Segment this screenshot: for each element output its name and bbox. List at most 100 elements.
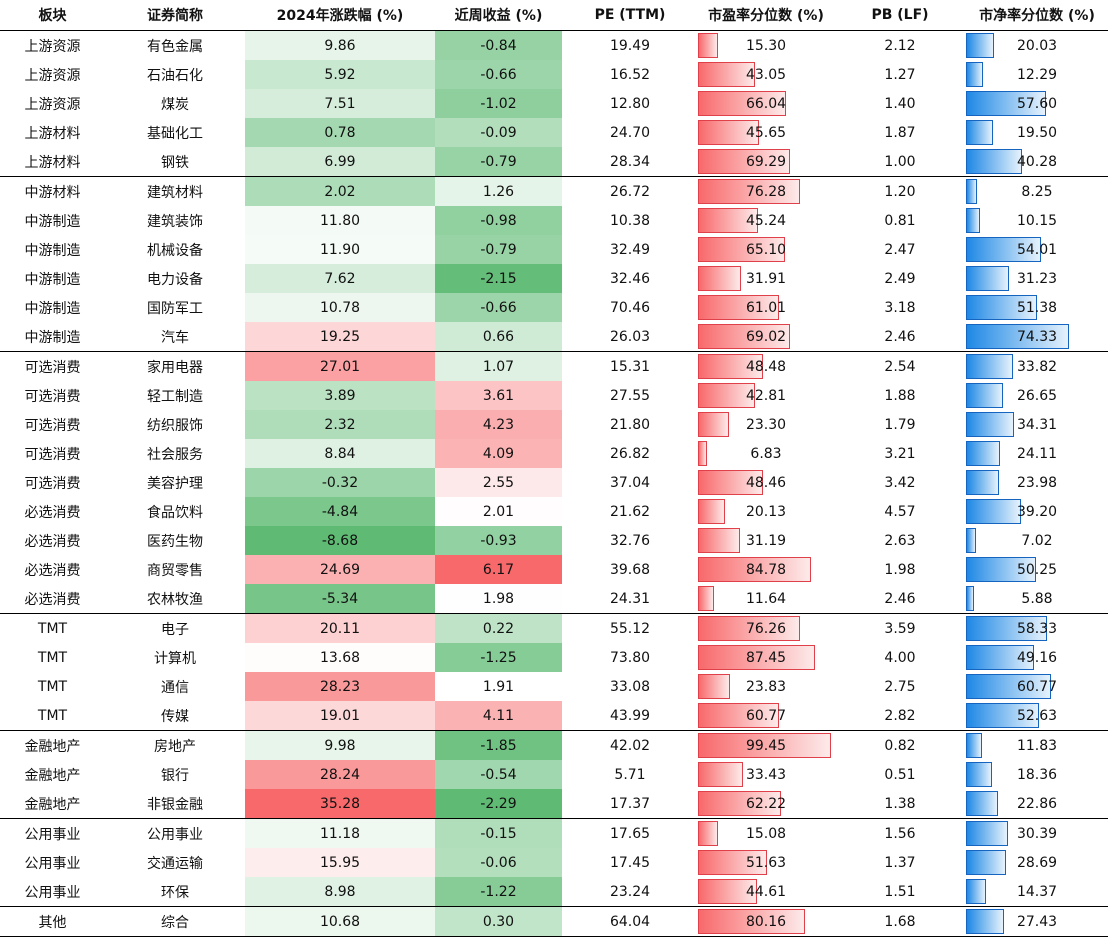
cell-weekly-return: 0.30 (435, 906, 562, 937)
pb-percentile-value: 74.33 (1016, 328, 1058, 345)
cell-pb-percentile: 22.86 (966, 789, 1108, 819)
pb-percentile-bar (966, 733, 983, 758)
cell-ytd-return: -4.84 (245, 497, 435, 526)
cell-sector: 上游资源 (24, 96, 81, 113)
cell-pb: 1.68 (834, 906, 966, 937)
cell-weekly-return: 1.07 (435, 351, 562, 381)
cell-sector: 中游制造 (0, 322, 105, 352)
pe-percentile-value: 33.43 (745, 766, 787, 783)
table-row: 金融地产 非银金融 35.28 -2.29 17.37 62.22 1.38 22.86 (0, 789, 1108, 819)
cell-ytd-return: 11.80 (245, 206, 435, 235)
pe-percentile-bar (698, 586, 714, 611)
cell-pe-percentile: 61.01 (698, 293, 834, 322)
cell-name: 公用事业 (147, 826, 203, 843)
cell-name: 有色金属 (147, 38, 203, 55)
cell-pe-percentile: 76.26 (698, 614, 834, 644)
table-row: 上游材料 钢铁 6.99 -0.79 28.34 69.29 1.00 40.28 (0, 147, 1108, 177)
cell-pe-percentile: 45.24 (698, 206, 834, 235)
cell-weekly-return: -2.15 (435, 264, 562, 293)
cell-name: 轻工制造 (147, 388, 203, 405)
cell-pe: 26.03 (562, 322, 698, 352)
pb-percentile-value: 50.25 (1016, 561, 1058, 578)
cell-name: 通信 (161, 679, 189, 696)
cell-pe-percentile: 51.63 (698, 848, 834, 877)
cell-name: 环保 (105, 877, 245, 907)
cell-name: 建筑材料 (147, 184, 203, 201)
pe-percentile-value: 76.28 (745, 183, 787, 200)
cell-pe: 17.37 (562, 789, 698, 819)
cell-sector: 金融地产 (0, 789, 105, 819)
cell-pe: 43.99 (562, 701, 698, 731)
pb-percentile-bar (966, 120, 994, 145)
cell-pe: 64.04 (562, 906, 698, 937)
table-row: TMT 传媒 19.01 4.11 43.99 60.77 2.82 52.63 (0, 701, 1108, 731)
cell-pb-percentile: 12.29 (966, 60, 1108, 89)
table-row: 上游资源 有色金属 9.86 -0.84 19.49 15.30 2.12 20.03 (0, 30, 1108, 61)
pb-percentile-value: 22.86 (1016, 795, 1058, 812)
cell-ytd-return: 35.28 (245, 789, 435, 819)
table-row: 可选消费 社会服务 8.84 4.09 26.82 6.83 3.21 24.11 (0, 439, 1108, 468)
cell-ytd-return: 8.84 (245, 439, 435, 468)
cell-weekly-return: 4.23 (435, 410, 562, 439)
cell-pb-percentile: 10.15 (966, 206, 1108, 235)
cell-name: 农林牧渔 (105, 584, 245, 614)
pb-percentile-value: 34.31 (1016, 416, 1058, 433)
cell-sector: 中游制造 (24, 300, 81, 317)
cell-pb: 0.81 (884, 212, 916, 229)
pe-percentile-bar (698, 149, 791, 174)
cell-name: 食品饮料 (147, 504, 203, 521)
pe-percentile-bar (698, 62, 756, 87)
pb-percentile-value: 39.20 (1016, 503, 1058, 520)
cell-sector: 上游材料 (0, 147, 105, 177)
cell-name: 国防军工 (147, 300, 203, 317)
pe-percentile-value: 48.46 (745, 474, 787, 491)
cell-sector: 可选消费 (24, 417, 81, 434)
cell-pe: 26.72 (609, 183, 651, 200)
table-row: 金融地产 银行 28.24 -0.54 5.71 33.43 0.51 18.36 (0, 760, 1108, 789)
cell-name: 机械设备 (147, 242, 203, 259)
pb-percentile-bar (966, 791, 998, 816)
table-row: 中游材料 建筑材料 2.02 1.26 26.72 76.28 1.20 8.25 (0, 176, 1108, 207)
cell-sector: 上游材料 (24, 125, 81, 142)
pe-percentile-value: 23.30 (745, 416, 787, 433)
cell-pb-percentile: 14.37 (966, 877, 1108, 907)
cell-pb-percentile: 20.03 (966, 31, 1108, 61)
cell-pe: 28.34 (562, 147, 698, 177)
cell-ytd-return: 9.98 (245, 730, 435, 760)
cell-pb-percentile: 28.69 (966, 848, 1108, 877)
cell-pb: 1.40 (884, 95, 916, 112)
pe-percentile-bar (698, 237, 785, 262)
pe-percentile-value: 31.19 (745, 532, 787, 549)
cell-pe: 24.70 (609, 124, 651, 141)
pe-percentile-bar (698, 674, 730, 699)
pe-percentile-value: 66.04 (745, 95, 787, 112)
cell-ytd-return: 8.98 (245, 877, 435, 907)
cell-ytd-return: -5.34 (245, 584, 435, 614)
cell-sector: TMT (37, 678, 68, 695)
table-row: 中游制造 建筑装饰 11.80 -0.98 10.38 45.24 0.81 10.15 (0, 206, 1108, 235)
cell-name: 家用电器 (147, 359, 203, 376)
pb-percentile-bar (966, 703, 1040, 728)
cell-pb: 0.51 (884, 766, 916, 783)
cell-pb: 1.79 (884, 416, 916, 433)
cell-pb: 1.37 (884, 854, 916, 871)
cell-pb: 1.27 (884, 66, 916, 83)
cell-sector: 可选消费 (24, 388, 81, 405)
cell-pe-percentile: 43.05 (698, 60, 834, 89)
pe-percentile-bar (698, 557, 811, 582)
pe-percentile-value: 69.02 (745, 328, 787, 345)
cell-weekly-return: 2.55 (435, 468, 562, 497)
cell-ytd-return: 28.23 (245, 672, 435, 701)
cell-sector: 中游制造 (24, 242, 81, 259)
pb-percentile-bar (966, 850, 1006, 875)
cell-name: 非银金融 (105, 789, 245, 819)
cell-sector: 必选消费 (24, 562, 81, 579)
pe-percentile-bar (698, 791, 781, 816)
pe-percentile-value: 43.05 (745, 66, 787, 83)
cell-pb-percentile: 57.60 (966, 89, 1108, 118)
cell-pe-percentile: 60.77 (698, 701, 834, 731)
cell-pe-percentile: 33.43 (698, 760, 834, 789)
pe-percentile-bar (698, 703, 779, 728)
cell-pe-percentile: 76.28 (698, 177, 834, 207)
cell-pb-percentile: 39.20 (966, 497, 1108, 526)
